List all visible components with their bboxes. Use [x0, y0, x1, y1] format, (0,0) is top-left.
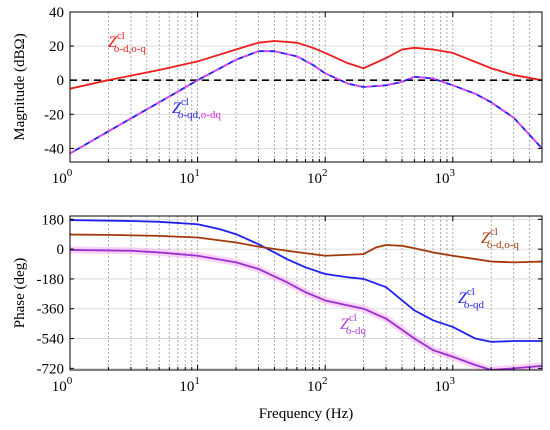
- magnitude-frame: [69, 11, 543, 163]
- x-tick-label: 103: [435, 167, 456, 187]
- annotation-zcl-odq-phase: Zcl o-dq: [340, 312, 367, 337]
- magnitude-series: [70, 40, 542, 155]
- series-1-line: [70, 233, 542, 264]
- magnitude-x-ticks: 100 101 102 103: [52, 12, 531, 187]
- x-tick-label: 100: [52, 375, 73, 395]
- magnitude-plot-area: [70, 12, 542, 162]
- y-tick-label: -180: [37, 272, 65, 288]
- annotation-zcl-oqd-odq-magnitude: Zcl o-qd,o-dq: [172, 96, 221, 121]
- x-tick-label: 102: [307, 375, 328, 395]
- annotation-zcl-od-oq-magnitude: Zcl o-d,o-q: [108, 30, 146, 55]
- annotation-zcl-od-oq-phase: Zcl o-d,o-q: [481, 226, 519, 251]
- magnitude-panel: 40 20 0 -20 -40 100 101 102 103 Magnitude (dBΩ)…: [12, 5, 543, 187]
- x-tick-label: 100: [52, 167, 73, 187]
- y-tick-label: -20: [44, 107, 64, 123]
- y-tick-label: 180: [42, 212, 65, 228]
- phase-grid: [70, 216, 542, 370]
- y-tick-label: 40: [49, 5, 64, 21]
- y-tick-label: -360: [37, 302, 65, 318]
- y-tick-label: 0: [57, 242, 65, 258]
- y-tick-label: -720: [37, 361, 65, 377]
- magnitude-grid: [70, 11, 542, 162]
- x-tick-label: 101: [179, 375, 200, 395]
- phase-panel: 180 0 -180 -360 -540 -720 100 101 102 103 Phase …: [12, 212, 543, 422]
- series-2-line: [70, 249, 542, 370]
- phase-x-ticks: 100 101 102 103: [52, 216, 531, 395]
- annotation-zcl-oqd-phase: Zcl o-qd: [458, 286, 485, 311]
- y-tick-label: 20: [49, 39, 64, 55]
- series-1-overlay: [70, 50, 542, 155]
- series-0-line: [70, 219, 542, 343]
- phase-frame: [69, 215, 543, 371]
- x-tick-label: 102: [307, 167, 328, 187]
- phase-series: [70, 219, 542, 370]
- x-tick-label: 103: [435, 375, 456, 395]
- y-tick-label: -40: [44, 141, 64, 157]
- magnitude-y-axis-label: Magnitude (dBΩ): [12, 33, 28, 140]
- y-tick-label: 0: [57, 73, 65, 89]
- y-tick-label: -540: [37, 332, 65, 348]
- phase-y-ticks: 180 0 -180 -360 -540 -720: [37, 212, 542, 377]
- magnitude-y-ticks: 40 20 0 -20 -40: [44, 5, 542, 157]
- frequency-x-axis-label: Frequency (Hz): [259, 406, 354, 422]
- x-tick-label: 101: [179, 167, 200, 187]
- phase-y-axis-label: Phase (deg): [12, 258, 28, 328]
- series-0-line: [70, 40, 542, 90]
